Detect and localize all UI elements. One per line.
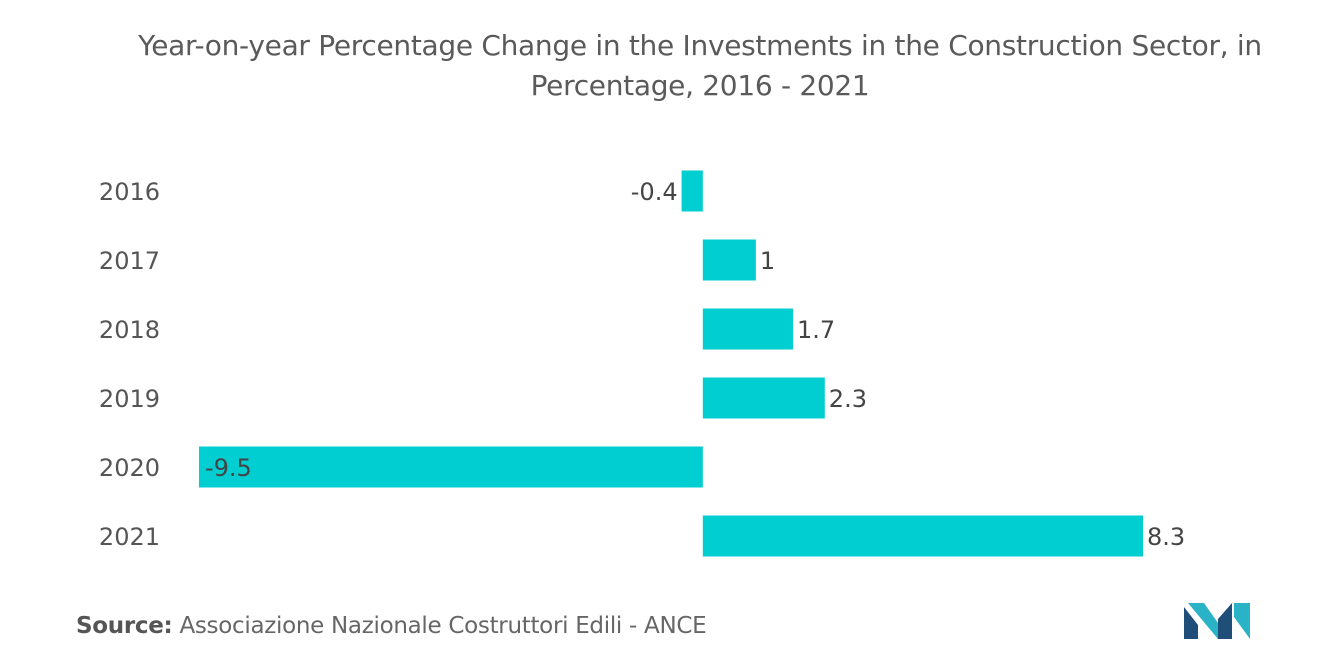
mordor-intelligence-logo-icon [1184,603,1250,639]
category-label: 2020 [99,454,160,482]
source-label: Source: [76,613,173,639]
bar [702,308,793,350]
bar [199,446,703,488]
data-label: 1 [760,247,775,275]
category-label: 2019 [99,385,160,413]
source-note: Source: Associazione Nazionale Costrutto… [76,613,707,639]
source-text: Associazione Nazionale Costruttori Edili… [179,613,707,639]
bar [702,377,825,419]
data-label: 8.3 [1147,523,1185,551]
data-label: -9.5 [205,454,252,482]
category-label: 2018 [99,316,160,344]
category-label: 2016 [99,178,160,206]
bar [702,515,1143,557]
data-label: 1.7 [797,316,835,344]
chart-title: Year-on-year Percentage Change in the In… [138,29,1262,102]
bar [681,170,703,212]
data-label: -0.4 [631,178,678,206]
category-label: 2021 [99,523,160,551]
data-label: 2.3 [829,385,867,413]
category-label: 2017 [99,247,160,275]
bar [702,239,756,281]
